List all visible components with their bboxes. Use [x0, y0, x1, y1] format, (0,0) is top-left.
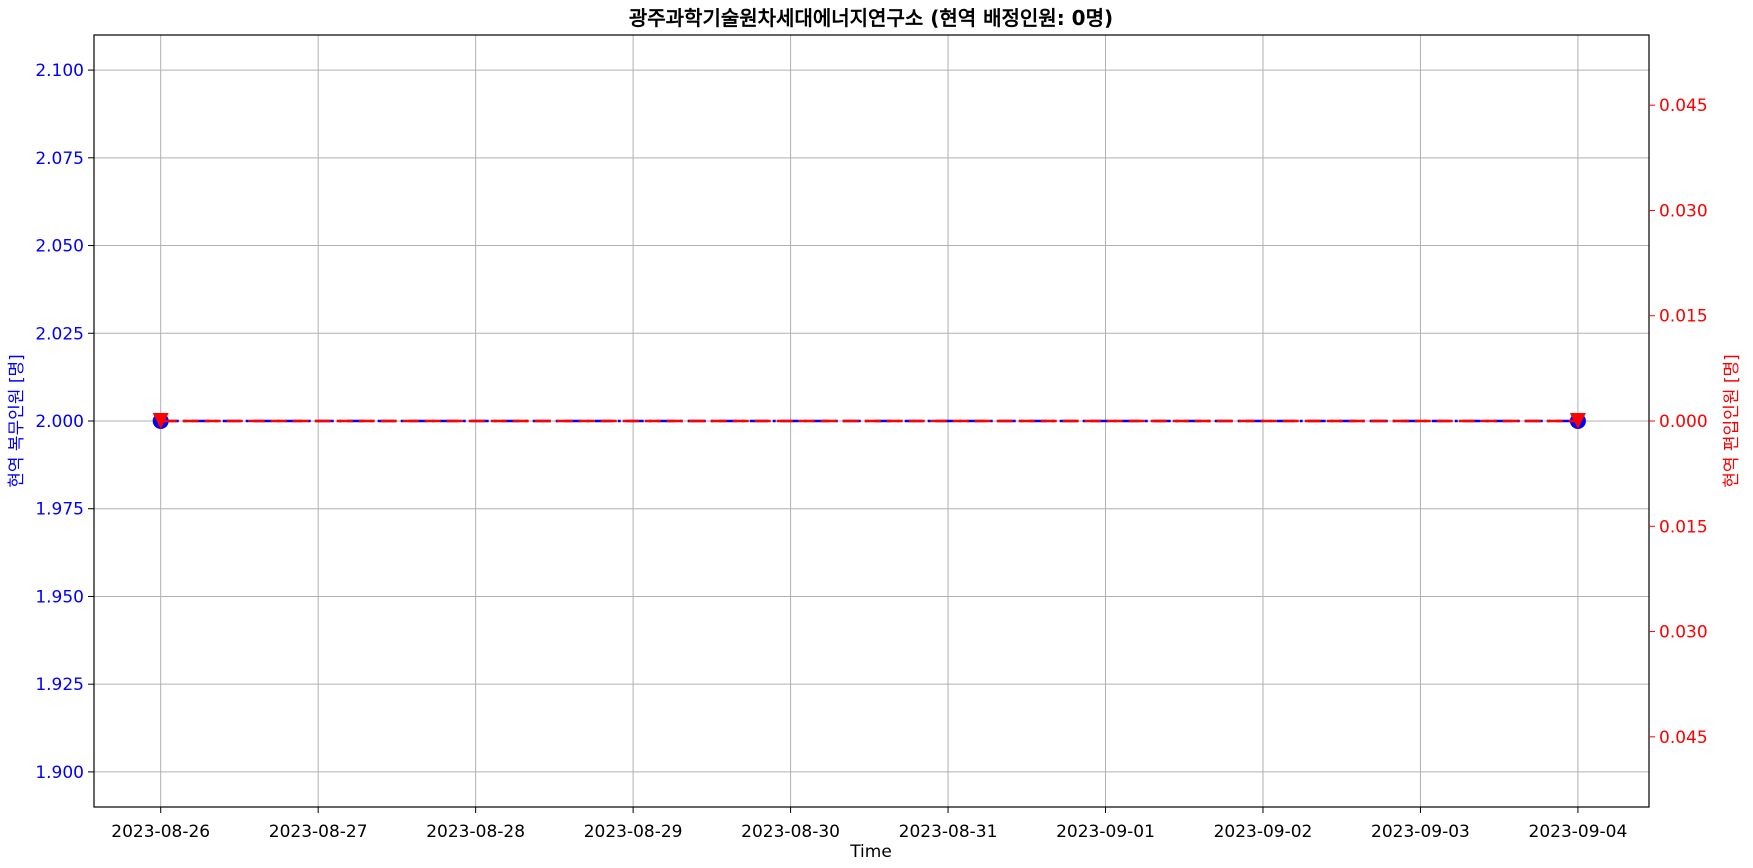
- x-tick-label: 2023-09-03: [1371, 822, 1470, 842]
- right-y-tick-label: 0.045: [1659, 728, 1708, 748]
- left-y-tick-label: 2.100: [35, 61, 84, 81]
- left-y-tick-label: 1.975: [35, 500, 84, 520]
- right-y-tick-label: 0.000: [1659, 412, 1708, 432]
- right-y-axis-ticks: 0.045 0.030 0.015 0.000 0.015 0.030 0.045: [1649, 96, 1708, 748]
- left-y-tick-label: 2.000: [35, 412, 84, 432]
- right-y-tick-label: 0.030: [1659, 201, 1708, 221]
- left-y-axis-ticks: 1.900 1.925 1.950 1.975 2.000 2.025 2.050 2.075…: [35, 61, 94, 783]
- series-2-point: [1569, 413, 1586, 429]
- x-tick-label: 2023-08-26: [111, 822, 210, 842]
- left-y-tick-label: 2.050: [35, 237, 84, 257]
- left-y-tick-label: 1.950: [35, 587, 84, 607]
- chart-title: 광주과학기술원차세대에너지연구소 (현역 배정인원: 0명): [629, 6, 1113, 30]
- x-tick-label: 2023-08-27: [269, 822, 368, 842]
- x-tick-label: 2023-08-28: [426, 822, 525, 842]
- left-y-tick-label: 1.925: [35, 675, 84, 695]
- x-axis-ticks: 2023-08-26 2023-08-27 2023-08-28 2023-08-29…: [111, 807, 1627, 842]
- series-2-point: [152, 413, 169, 429]
- series-layer: [152, 413, 1586, 429]
- left-y-axis-label: 현역 복무인원 [명]: [7, 354, 27, 488]
- grid: [94, 35, 1649, 807]
- right-y-tick-label: 0.045: [1659, 96, 1708, 116]
- x-tick-label: 2023-09-02: [1214, 822, 1313, 842]
- right-y-tick-label: 0.015: [1659, 517, 1708, 537]
- right-y-axis-label: 현역 편입인원 [명]: [1722, 354, 1742, 488]
- x-tick-label: 2023-09-04: [1529, 822, 1628, 842]
- right-y-tick-label: 0.030: [1659, 623, 1708, 643]
- left-y-tick-label: 1.900: [35, 763, 84, 783]
- x-tick-label: 2023-08-29: [584, 822, 683, 842]
- left-y-tick-label: 2.025: [35, 324, 84, 344]
- x-tick-label: 2023-09-01: [1056, 822, 1155, 842]
- left-y-tick-label: 2.075: [35, 149, 84, 169]
- right-y-tick-label: 0.015: [1659, 307, 1708, 327]
- x-tick-label: 2023-08-30: [741, 822, 840, 842]
- x-axis-label: Time: [849, 842, 892, 862]
- x-tick-label: 2023-08-31: [899, 822, 998, 842]
